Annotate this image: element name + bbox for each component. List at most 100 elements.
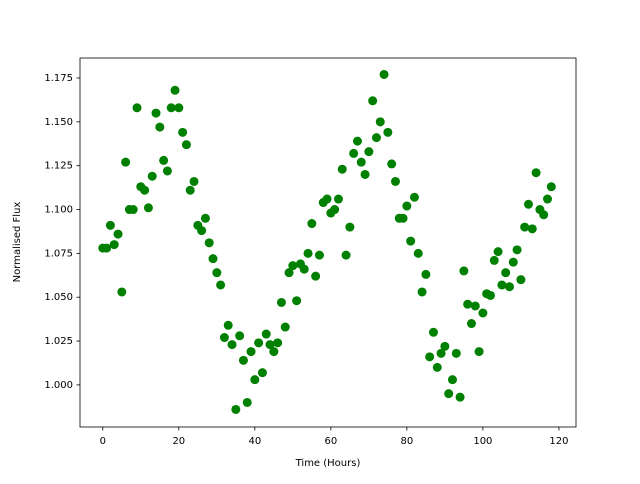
- point: [531, 168, 541, 178]
- point: [436, 348, 446, 358]
- point: [341, 250, 351, 260]
- point: [390, 176, 400, 186]
- point: [489, 255, 499, 265]
- point: [330, 205, 340, 215]
- y-tick-label: 1.125: [44, 161, 73, 172]
- point: [208, 254, 218, 264]
- point: [254, 338, 264, 348]
- point: [508, 257, 518, 267]
- point: [151, 108, 161, 118]
- point: [425, 352, 435, 362]
- point: [121, 157, 131, 167]
- point: [299, 264, 309, 274]
- point: [516, 275, 526, 285]
- point: [375, 117, 385, 127]
- point: [451, 348, 461, 358]
- point: [159, 155, 169, 165]
- point: [162, 166, 172, 176]
- axes-frame: [79, 57, 577, 428]
- point: [303, 248, 313, 258]
- point: [257, 368, 267, 378]
- point: [470, 301, 480, 311]
- point: [356, 157, 366, 167]
- point: [223, 320, 233, 330]
- point: [523, 199, 533, 209]
- point: [181, 140, 191, 150]
- point: [117, 287, 127, 297]
- point: [371, 133, 381, 143]
- point: [280, 322, 290, 332]
- point: [345, 222, 355, 232]
- point: [105, 220, 115, 230]
- x-tick-label: 60: [324, 436, 337, 447]
- point: [333, 194, 343, 204]
- y-tick-label: 1.150: [44, 117, 73, 128]
- point: [421, 269, 431, 279]
- point: [189, 176, 199, 186]
- point: [409, 192, 419, 202]
- point: [170, 85, 180, 95]
- point: [314, 250, 324, 260]
- point: [455, 392, 465, 402]
- point: [155, 122, 165, 132]
- point: [292, 296, 302, 306]
- point: [459, 266, 469, 276]
- point: [520, 222, 530, 232]
- point: [132, 103, 142, 113]
- y-tick-label: 1.025: [44, 336, 73, 347]
- point: [242, 397, 252, 407]
- point: [539, 210, 549, 220]
- point: [288, 261, 298, 271]
- x-tick-label: 80: [400, 436, 413, 447]
- point: [250, 375, 260, 385]
- point: [109, 240, 119, 250]
- point: [352, 136, 362, 146]
- point: [406, 236, 416, 246]
- point: [102, 243, 112, 253]
- point: [440, 341, 450, 351]
- x-axis-label: Time (Hours): [295, 458, 361, 469]
- point: [387, 159, 397, 169]
- point: [174, 103, 184, 113]
- point: [349, 148, 359, 158]
- point: [311, 271, 321, 281]
- point: [546, 182, 556, 192]
- point: [542, 194, 552, 204]
- point: [269, 347, 279, 357]
- x-tick-label: 0: [100, 436, 106, 447]
- point: [383, 127, 393, 137]
- point: [261, 329, 271, 339]
- point: [147, 171, 157, 181]
- point: [497, 280, 507, 290]
- point: [178, 127, 188, 137]
- point: [463, 299, 473, 309]
- point: [466, 319, 476, 329]
- x-tick-label: 20: [172, 436, 185, 447]
- point: [273, 338, 283, 348]
- point: [284, 268, 294, 278]
- point: [231, 404, 241, 414]
- point: [166, 103, 176, 113]
- point: [322, 194, 332, 204]
- point: [227, 340, 237, 350]
- y-axis-label: Normalised Flux: [12, 202, 23, 283]
- point: [447, 375, 457, 385]
- point: [527, 224, 537, 234]
- point: [307, 219, 317, 229]
- point: [143, 203, 153, 213]
- point: [512, 245, 522, 255]
- point: [485, 290, 495, 300]
- x-tick-label: 120: [549, 436, 568, 447]
- y-tick-label: 1.075: [44, 248, 73, 259]
- point: [265, 340, 275, 350]
- point: [398, 213, 408, 223]
- point: [364, 147, 374, 157]
- y-tick-label: 1.050: [44, 292, 73, 303]
- point: [197, 226, 207, 236]
- point: [185, 185, 195, 195]
- point: [379, 69, 389, 79]
- point: [432, 362, 442, 372]
- point: [113, 229, 123, 239]
- point: [238, 355, 248, 365]
- point: [276, 297, 286, 307]
